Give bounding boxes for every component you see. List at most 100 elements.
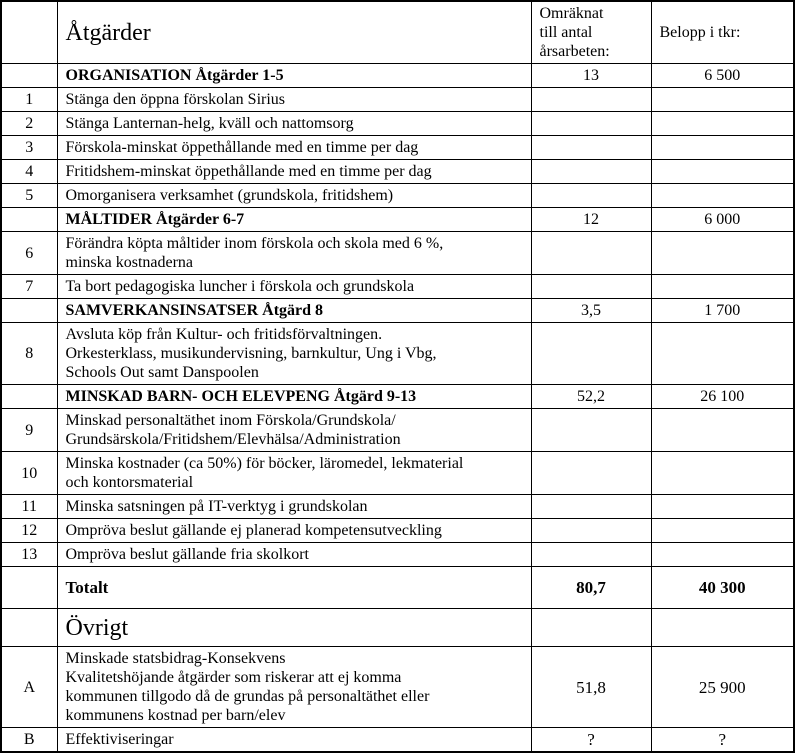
row-number: 4 [0,159,58,184]
row-label: Minskad personaltäthet inom Förskola/Gru… [56,408,532,452]
arsarbeten-value: 51,8 [530,646,652,728]
table-row-2: 2 Stänga Lanternan-helg, kväll och natto… [0,111,795,136]
table-row-11: 11 Minska satsningen på IT-verktyg i gru… [0,494,795,519]
table-row-section-organisation: ORGANISATION Åtgärder 1-5 13 6 500 [0,63,795,88]
row-label: Förskola-minskat öppethållande med en ti… [56,135,532,160]
row-number [0,207,58,232]
table-row-3: 3 Förskola-minskat öppethållande med en … [0,135,795,160]
row-number: 5 [0,183,58,208]
table-row-7: 7 Ta bort pedagogiska luncher i förskola… [0,274,795,299]
arsarbeten-value [530,408,652,452]
row-number: 10 [0,451,58,495]
column-header-arsarbeten: Omräknat till antal årsarbeten: [530,0,652,64]
row-label: Ompröva beslut gällande fria skolkort [56,542,532,567]
row-label: Förändra köpta måltider inom förskola oc… [56,231,532,275]
row-number [0,298,58,323]
row-number: 6 [0,231,58,275]
row-label: MINSKAD BARN- OCH ELEVPENG Åtgärd 9-13 [56,384,532,409]
row-number [0,566,58,609]
total-belopp-value: 40 300 [650,566,795,609]
belopp-value [650,408,795,452]
table-row-12: 12 Ompröva beslut gällande ej planerad k… [0,518,795,543]
table-row-section-elevpeng: MINSKAD BARN- OCH ELEVPENG Åtgärd 9-13 5… [0,384,795,409]
arsarbeten-value [530,159,652,184]
row-number: 3 [0,135,58,160]
row-number [0,384,58,409]
row-label: MÅLTIDER Åtgärder 6-7 [56,207,532,232]
table-row-A: A Minskade statsbidrag-Konsekvens Kvalit… [0,646,795,728]
belopp-value: 25 900 [650,646,795,728]
belopp-value: 1 700 [650,298,795,323]
belopp-value: 6 500 [650,63,795,88]
row-number: 9 [0,408,58,452]
column-header-atgarder: Åtgärder [56,0,532,64]
row-number: 13 [0,542,58,567]
arsarbeten-value: 52,2 [530,384,652,409]
arsarbeten-value [530,542,652,567]
row-number: 11 [0,494,58,519]
belopp-value [650,608,795,647]
row-label: Minskade statsbidrag-Konsekvens Kvalitet… [56,646,532,728]
table-row-totalt: Totalt 80,7 40 300 [0,566,795,609]
arsarbeten-value [530,111,652,136]
row-number: A [0,646,58,728]
arsarbeten-value [530,322,652,385]
arsarbeten-value [530,518,652,543]
row-label: Ompröva beslut gällande ej planerad komp… [56,518,532,543]
row-label: ORGANISATION Åtgärder 1-5 [56,63,532,88]
arsarbeten-value: ? [530,727,652,753]
table-row-10: 10 Minska kostnader (ca 50%) för böcker,… [0,451,795,495]
arsarbeten-value [530,135,652,160]
belopp-value [650,274,795,299]
table-row-4: 4 Fritidshem-minskat öppethållande med e… [0,159,795,184]
arsarbeten-value [530,183,652,208]
row-label: Minska satsningen på IT-verktyg i grunds… [56,494,532,519]
belopp-value [650,231,795,275]
arsarbeten-value [530,274,652,299]
row-number: 12 [0,518,58,543]
belopp-value [650,159,795,184]
arsarbeten-value [530,494,652,519]
total-label: Totalt [56,566,532,609]
arsarbeten-value: 12 [530,207,652,232]
row-number: 8 [0,322,58,385]
belopp-value [650,542,795,567]
column-header-belopp: Belopp i tkr: [650,0,795,64]
belopp-value [650,111,795,136]
table-row-13: 13 Ompröva beslut gällande fria skolkort [0,542,795,567]
row-label: Avsluta köp från Kultur- och fritidsförv… [56,322,532,385]
total-arsarbeten-value: 80,7 [530,566,652,609]
row-number [0,63,58,88]
row-number: 1 [0,87,58,112]
table-row-5: 5 Omorganisera verksamhet (grundskola, f… [0,183,795,208]
arsarbeten-value [530,87,652,112]
row-number: 7 [0,274,58,299]
table-row-1: 1 Stänga den öppna förskolan Sirius [0,87,795,112]
table-row-6: 6 Förändra köpta måltider inom förskola … [0,231,795,275]
table-row-B: B Effektiviseringar ? ? [0,727,795,753]
row-label: Stänga den öppna förskolan Sirius [56,87,532,112]
arsarbeten-value [530,608,652,647]
row-label: Minska kostnader (ca 50%) för böcker, lä… [56,451,532,495]
row-number [0,608,58,647]
row-label: Stänga Lanternan-helg, kväll och nattoms… [56,111,532,136]
belopp-value [650,183,795,208]
table-row-9: 9 Minskad personaltäthet inom Förskola/G… [0,408,795,452]
arsarbeten-value: 13 [530,63,652,88]
table-header-row: Åtgärder Omräknat till antal årsarbeten:… [0,0,795,64]
row-label: Ta bort pedagogiska luncher i förskola o… [56,274,532,299]
header-empty-cell [0,0,58,64]
belopp-value [650,322,795,385]
belopp-value: 6 000 [650,207,795,232]
belopp-value: 26 100 [650,384,795,409]
belopp-value: ? [650,727,795,753]
row-label: Omorganisera verksamhet (grundskola, fri… [56,183,532,208]
table-row-section-samverkan: SAMVERKANSINSATSER Åtgärd 8 3,5 1 700 [0,298,795,323]
arsarbeten-value [530,231,652,275]
table-row-section-maltider: MÅLTIDER Åtgärder 6-7 12 6 000 [0,207,795,232]
belopp-value [650,518,795,543]
row-number: B [0,727,58,753]
table-row-8: 8 Avsluta köp från Kultur- och fritidsfö… [0,322,795,385]
arsarbeten-value: 3,5 [530,298,652,323]
